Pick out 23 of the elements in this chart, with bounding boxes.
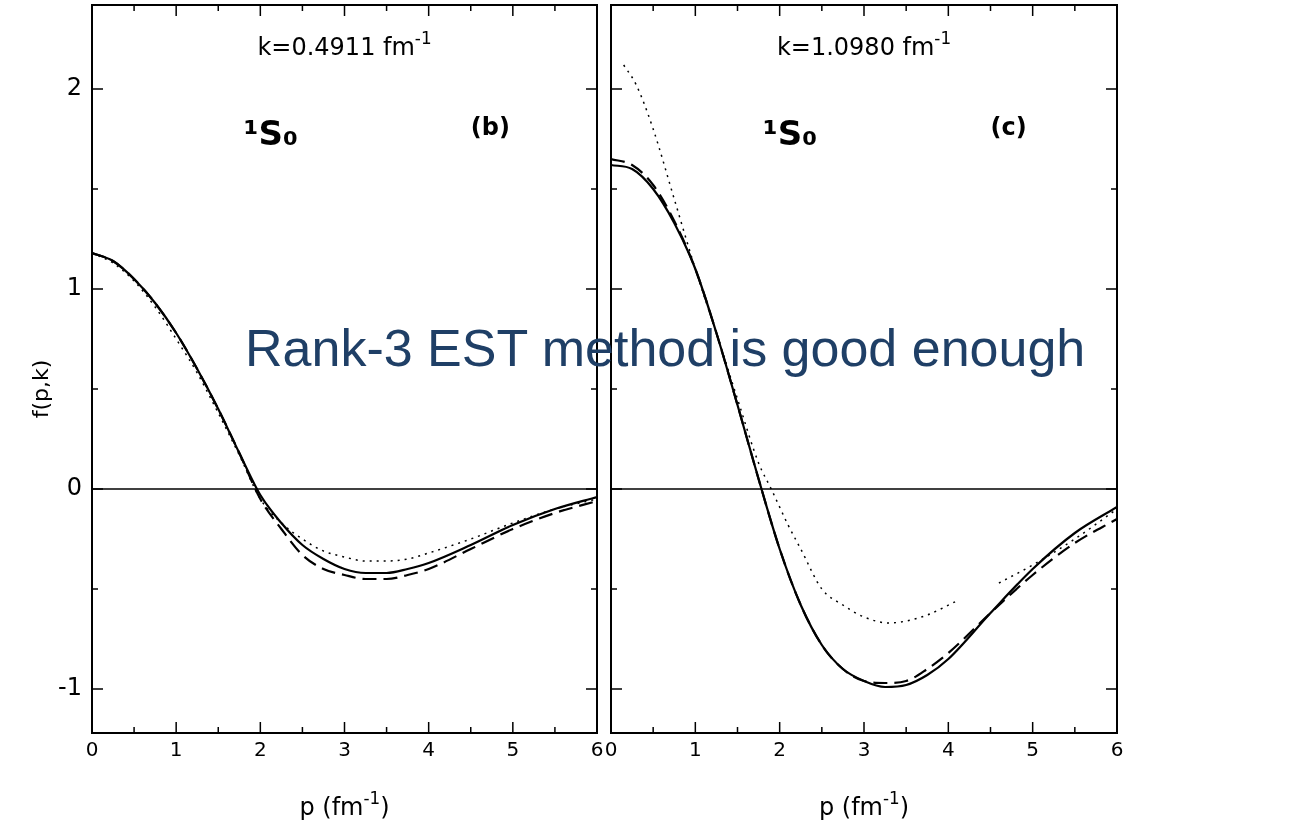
- x-tick-label: 6: [590, 737, 604, 762]
- y-tick-label: 0: [66, 473, 82, 502]
- x-tick-label: 3: [338, 737, 351, 762]
- annotation: ¹S₀: [762, 113, 818, 153]
- y-axis-title: f(p,k): [28, 359, 53, 419]
- x-tick-label: 2: [773, 737, 787, 762]
- x-tick-label: 4: [941, 737, 955, 762]
- annotation: (c): [990, 113, 1027, 141]
- x-tick-label: 1: [169, 737, 183, 762]
- x-tick-label: 0: [604, 737, 618, 762]
- y-tick-label: 1: [66, 273, 82, 302]
- y-tick-label: -1: [58, 673, 82, 702]
- x-tick-label: 4: [422, 737, 436, 762]
- x-tick-label: 2: [253, 737, 267, 762]
- x-tick-label: 0: [85, 737, 99, 762]
- annotation: ¹S₀: [243, 113, 298, 153]
- x-tick-label: 6: [1110, 737, 1124, 762]
- annotation: (b): [470, 113, 510, 141]
- x-tick-label: 5: [1026, 737, 1040, 762]
- x-tick-label: 1: [688, 737, 702, 762]
- x-tick-label: 3: [857, 737, 871, 762]
- x-tick-label: 5: [506, 737, 520, 762]
- y-tick-label: 2: [66, 73, 82, 102]
